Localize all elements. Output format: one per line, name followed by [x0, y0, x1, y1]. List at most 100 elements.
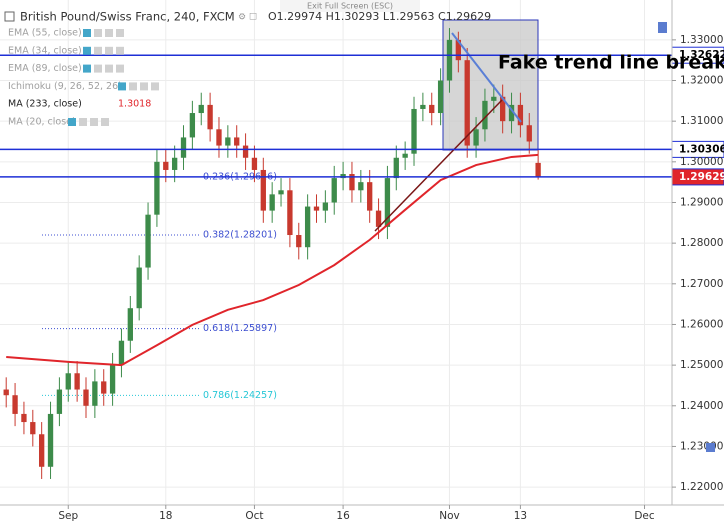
- candle-body: [402, 153, 408, 158]
- candle-body: [225, 137, 231, 146]
- candle-body: [3, 389, 9, 396]
- indicator-label: EMA (55, close): [8, 28, 82, 39]
- y-tick-label: 1.23000: [680, 440, 723, 452]
- y-tick-label: 1.29000: [680, 196, 723, 208]
- candle-body: [92, 381, 98, 406]
- indicator-button[interactable]: [94, 29, 102, 37]
- price-badge-label: 1.32622: [679, 49, 724, 61]
- candle-body: [136, 267, 142, 309]
- indicator-button[interactable]: [83, 64, 91, 73]
- indicator-label: MA (233, close): [8, 99, 82, 110]
- moving-average: [6, 153, 539, 367]
- candle-body: [171, 157, 178, 170]
- indicator-button[interactable]: [116, 64, 124, 73]
- x-tick-label: 18: [159, 510, 172, 522]
- candle-body: [12, 395, 18, 414]
- fib-label: 0.382(1.28201): [203, 229, 277, 240]
- indicator-button[interactable]: [101, 118, 109, 126]
- candle-body: [251, 157, 258, 170]
- candle-body: [358, 182, 364, 191]
- candle-body: [526, 125, 532, 142]
- plot: [3, 28, 541, 479]
- trend-line: [374, 99, 503, 232]
- candle-body: [180, 137, 187, 158]
- y-tick-label: 1.24000: [680, 400, 723, 412]
- x-tick-label: 13: [514, 510, 527, 522]
- indicator-button[interactable]: [118, 82, 126, 91]
- candle-body: [446, 39, 453, 81]
- exit-full-screen[interactable]: Exit Full Screen (ESC): [307, 2, 393, 11]
- price-badge-label: 1.30306: [679, 143, 724, 155]
- candle-body: [500, 96, 506, 122]
- candle-body: [455, 39, 462, 61]
- indicator-button[interactable]: [129, 82, 137, 91]
- y-tick-label: 1.32000: [680, 75, 723, 87]
- candle-body: [269, 194, 275, 211]
- candle-body: [127, 308, 133, 341]
- candle-body: [189, 113, 196, 138]
- indicator-button[interactable]: [151, 82, 159, 91]
- candle-body: [331, 178, 337, 203]
- indicator-button[interactable]: [105, 29, 113, 37]
- candle-body: [517, 104, 524, 126]
- y-tick-label: 1.33000: [680, 34, 723, 46]
- indicator-button[interactable]: [90, 118, 98, 126]
- indicator-button[interactable]: [116, 46, 124, 55]
- indicator-button[interactable]: [83, 46, 91, 55]
- fib-label: 0.786(1.24257): [203, 390, 277, 401]
- candle-body: [393, 157, 399, 179]
- axes: 1.22000 1.23000 1.24000 1.25000 1.26000 1.270…: [58, 34, 723, 522]
- candle-body: [304, 206, 311, 248]
- price-badge-label: 1.29629: [679, 171, 724, 183]
- candle-body: [163, 161, 169, 170]
- x-tick-label: Nov: [439, 510, 460, 522]
- indicator-button[interactable]: [105, 64, 113, 73]
- candle-body: [296, 235, 302, 248]
- x-tick-label: Sep: [58, 510, 78, 522]
- candle-body: [464, 60, 470, 146]
- indicator-label: EMA (89, close): [8, 63, 82, 74]
- fib-label: 0.618(1.25897): [203, 323, 277, 334]
- indicator-label: EMA (34, close): [8, 45, 82, 56]
- y-tick-label: 1.28000: [680, 237, 723, 249]
- candle-body: [216, 129, 222, 146]
- y-tick-label: 1.26000: [680, 318, 723, 330]
- candle-body: [313, 206, 320, 211]
- indicator-button[interactable]: [94, 64, 102, 73]
- candle-body: [234, 137, 240, 146]
- y-tick-label: 1.25000: [680, 359, 723, 371]
- scale-icon[interactable]: [706, 443, 715, 452]
- x-tick-label: Dec: [634, 510, 655, 522]
- indicator-button[interactable]: [79, 118, 87, 126]
- candle-body: [30, 422, 36, 435]
- x-tick-label: Oct: [245, 510, 263, 522]
- x-tick-label: 16: [336, 510, 350, 522]
- indicator-button[interactable]: [68, 118, 76, 126]
- candle-body: [207, 104, 213, 130]
- exit-bar[interactable]: [280, 0, 420, 12]
- ma-value: 1.3018: [118, 99, 151, 110]
- candle-body: [429, 104, 435, 114]
- candle-body: [473, 129, 479, 146]
- grid: [0, 0, 672, 505]
- collapse-icon[interactable]: [4, 11, 15, 22]
- settings-icon[interactable]: [658, 22, 667, 33]
- indicator-label: Ichimoku (9, 26, 52, 26): [8, 81, 122, 92]
- candle-body: [47, 413, 54, 467]
- candle-body: [375, 210, 382, 227]
- indicator-button[interactable]: [116, 29, 124, 37]
- candle-body: [349, 174, 355, 191]
- indicator-button[interactable]: [140, 82, 148, 91]
- indicator-button[interactable]: [83, 29, 91, 37]
- candle-body: [508, 104, 515, 122]
- indicator-button[interactable]: [94, 46, 102, 55]
- chart-title: British Pound/Swiss Franc, 240, FXCM: [20, 10, 235, 24]
- symbol-menu[interactable]: ⚙ ☐: [238, 13, 257, 23]
- candle-body: [278, 190, 284, 195]
- candle-body: [109, 365, 116, 394]
- candle-body: [242, 145, 249, 158]
- candle-body: [420, 104, 426, 109]
- annotation: Fake trend line break out: [498, 52, 724, 74]
- indicator-button[interactable]: [105, 46, 113, 55]
- candle-body: [491, 96, 497, 101]
